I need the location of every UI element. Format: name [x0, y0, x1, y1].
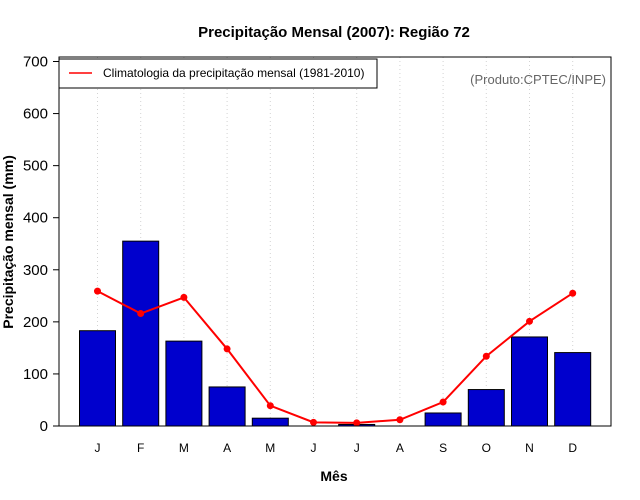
y-axis: 0 100 200 300 400 500 600 700 — [23, 54, 59, 435]
chart-title: Precipitação Mensal (2007): Região 72 — [198, 24, 470, 41]
x-tick-label: M — [265, 441, 275, 455]
bar — [511, 336, 548, 427]
y-tick-label: 0 — [40, 418, 48, 435]
x-tick-label: M — [179, 441, 189, 455]
y-axis-label: Precipitação mensal (mm) — [0, 155, 16, 329]
x-tick-label: J — [354, 441, 360, 455]
climatology-point — [137, 310, 145, 318]
bar — [554, 352, 592, 427]
y-tick-label: 200 — [23, 314, 48, 331]
plot-frame — [58, 56, 612, 427]
climatology-point — [569, 289, 577, 297]
climatology-polyline — [97, 290, 574, 424]
y-tick-label: 400 — [23, 210, 48, 227]
bar — [467, 389, 505, 427]
climatology-point — [94, 287, 101, 295]
bar — [424, 412, 462, 427]
y-tick-label: 700 — [23, 54, 48, 71]
x-tick-label: A — [396, 441, 404, 455]
y-tick-label: 300 — [23, 262, 48, 279]
x-tick-label: J — [311, 441, 317, 455]
climatology-point — [266, 402, 274, 410]
climatology-point — [353, 419, 361, 427]
x-tick-label: S — [439, 441, 447, 455]
x-tick-label: D — [568, 441, 577, 455]
legend-label: Climatologia da precipitação mensal (198… — [103, 66, 364, 80]
bar — [79, 330, 116, 427]
x-axis-label: Mês — [320, 468, 347, 484]
legend-box — [58, 58, 378, 89]
climatology-line — [94, 287, 577, 427]
source-label: (Produto:CPTEC/INPE) — [470, 72, 606, 87]
bar — [122, 240, 160, 427]
y-tick-label: 100 — [23, 366, 48, 383]
y-tick-label: 600 — [23, 106, 48, 123]
x-tick-label: F — [137, 441, 144, 455]
bar — [165, 340, 203, 427]
bar — [251, 417, 289, 427]
climatology-point — [223, 345, 231, 353]
climatology-point — [180, 293, 188, 301]
x-tick-label: J — [95, 441, 101, 455]
climatology-point — [439, 398, 447, 406]
bar — [208, 386, 246, 427]
x-tick-label: A — [223, 441, 231, 455]
x-tick-label: O — [482, 441, 491, 455]
climatology-point — [396, 416, 404, 424]
legend: Climatologia da precipitação mensal (198… — [58, 58, 378, 89]
x-tick-label: N — [525, 441, 534, 455]
y-tick-label: 500 — [23, 158, 48, 175]
climatology-point — [482, 352, 490, 360]
climatology-point — [526, 317, 533, 325]
climatology-point — [310, 418, 317, 426]
